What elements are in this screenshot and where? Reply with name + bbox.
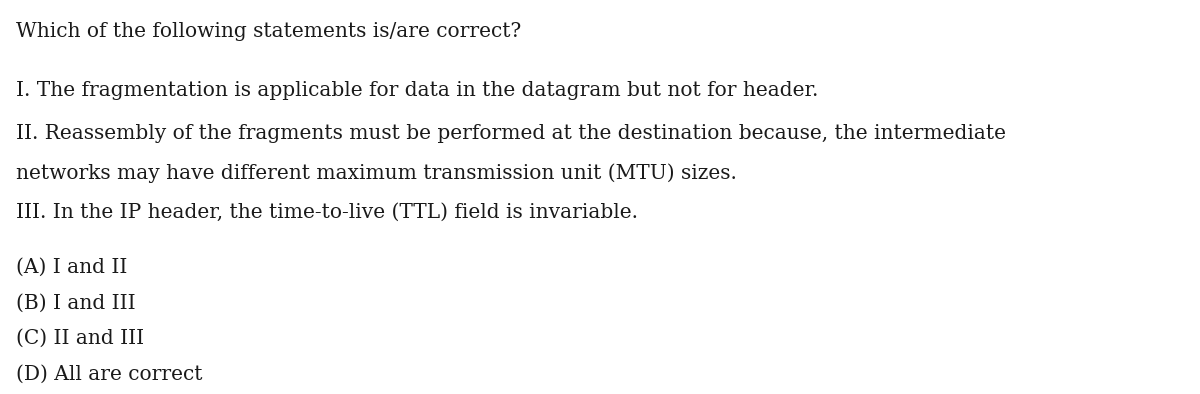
Text: II. Reassembly of the fragments must be performed at the destination because, th: II. Reassembly of the fragments must be … <box>16 124 1006 143</box>
Text: Which of the following statements is/are correct?: Which of the following statements is/are… <box>16 22 521 41</box>
Text: (B) I and III: (B) I and III <box>16 294 136 312</box>
Text: III. In the IP header, the time-to-live (TTL) field is invariable.: III. In the IP header, the time-to-live … <box>16 203 637 222</box>
Text: networks may have different maximum transmission unit (MTU) sizes.: networks may have different maximum tran… <box>16 164 737 183</box>
Text: (A) I and II: (A) I and II <box>16 258 127 277</box>
Text: I. The fragmentation is applicable for data in the datagram but not for header.: I. The fragmentation is applicable for d… <box>16 81 818 100</box>
Text: (D) All are correct: (D) All are correct <box>16 364 202 383</box>
Text: (C) II and III: (C) II and III <box>16 329 144 348</box>
